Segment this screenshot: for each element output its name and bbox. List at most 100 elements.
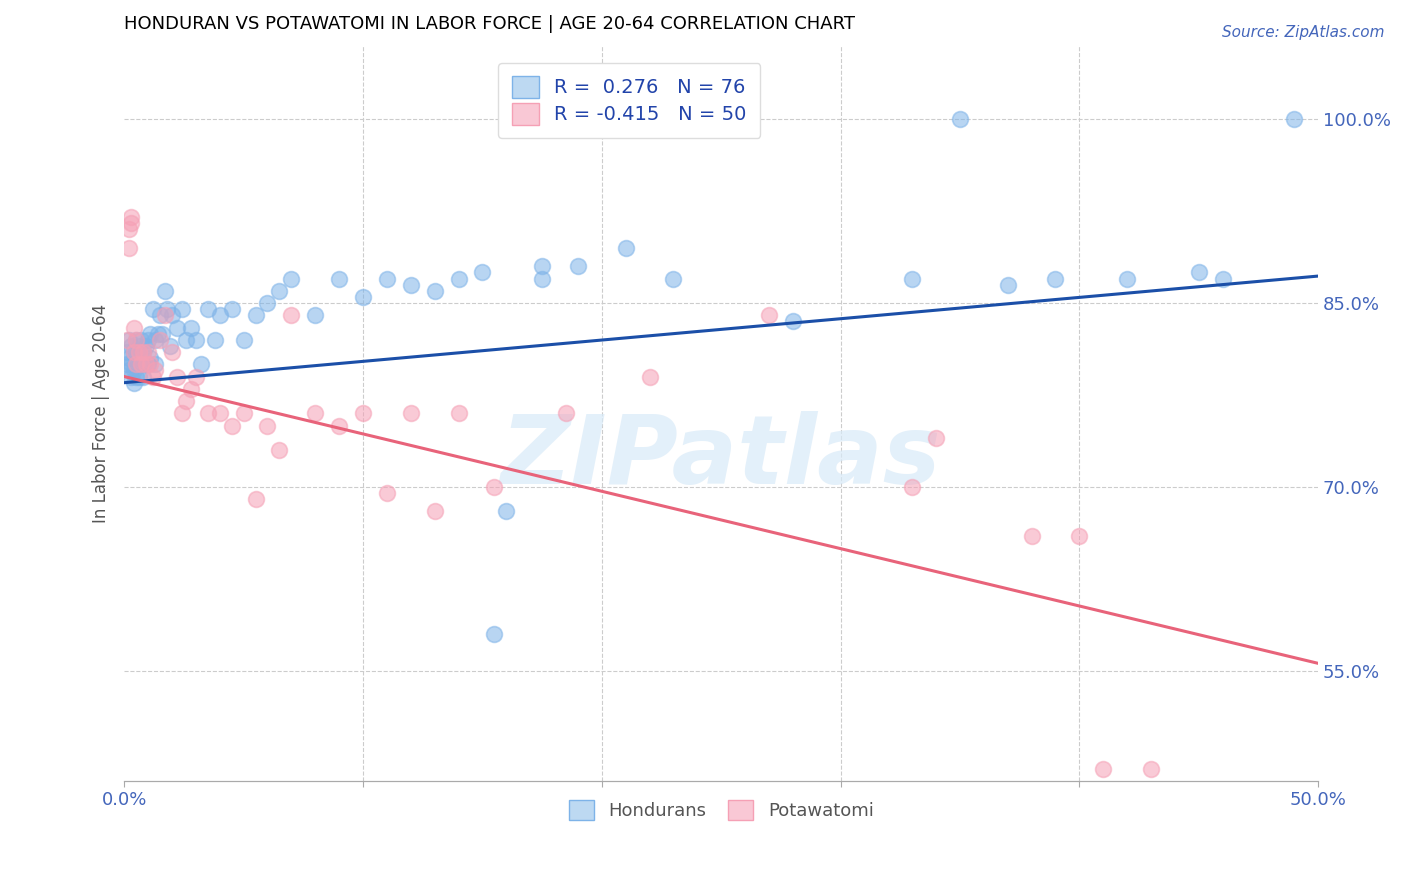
Point <box>118 241 141 255</box>
Point <box>142 369 165 384</box>
Point <box>1140 762 1163 776</box>
Point <box>256 296 278 310</box>
Point <box>269 284 291 298</box>
Point <box>375 271 398 285</box>
Point <box>152 326 174 341</box>
Point <box>256 418 278 433</box>
Point <box>120 369 142 384</box>
Point <box>159 339 181 353</box>
Point <box>122 376 145 390</box>
Point <box>567 260 589 274</box>
Point <box>949 112 972 127</box>
Point <box>901 271 924 285</box>
Point <box>221 418 243 433</box>
Point <box>531 260 554 274</box>
Point <box>122 320 145 334</box>
Point <box>166 320 188 334</box>
Point <box>662 271 685 285</box>
Point <box>495 504 517 518</box>
Point <box>304 308 326 322</box>
Point <box>1284 112 1306 127</box>
Point <box>555 406 578 420</box>
Point <box>352 290 374 304</box>
Point <box>328 418 350 433</box>
Point <box>120 216 142 230</box>
Point <box>170 302 193 317</box>
Point <box>1045 271 1067 285</box>
Point <box>136 345 159 359</box>
Point <box>115 357 138 371</box>
Point <box>143 357 166 371</box>
Point <box>280 271 302 285</box>
Point <box>184 369 207 384</box>
Point <box>180 382 202 396</box>
Point <box>149 333 172 347</box>
Point <box>153 284 176 298</box>
Point <box>447 271 470 285</box>
Point <box>197 406 219 420</box>
Point <box>142 302 165 317</box>
Point <box>153 308 176 322</box>
Point <box>782 314 804 328</box>
Point <box>136 333 159 347</box>
Point <box>176 333 198 347</box>
Point <box>997 277 1019 292</box>
Point <box>638 369 661 384</box>
Legend: Hondurans, Potawatomi: Hondurans, Potawatomi <box>561 793 882 827</box>
Point <box>118 363 141 377</box>
Point <box>115 333 138 347</box>
Point <box>143 333 166 347</box>
Point <box>170 406 193 420</box>
Point <box>484 480 506 494</box>
Point <box>232 333 254 347</box>
Point <box>245 492 267 507</box>
Point <box>399 277 422 292</box>
Point <box>304 406 326 420</box>
Point <box>122 345 145 359</box>
Point <box>125 333 148 347</box>
Point <box>180 320 202 334</box>
Point <box>197 302 219 317</box>
Point <box>120 211 142 225</box>
Point <box>139 357 162 371</box>
Text: ZIPatlas: ZIPatlas <box>501 411 942 504</box>
Point <box>122 363 145 377</box>
Point <box>160 345 183 359</box>
Point <box>129 357 152 371</box>
Point <box>118 222 141 236</box>
Text: HONDURAN VS POTAWATOMI IN LABOR FORCE | AGE 20-64 CORRELATION CHART: HONDURAN VS POTAWATOMI IN LABOR FORCE | … <box>124 15 855 33</box>
Point <box>129 333 152 347</box>
Point <box>128 339 150 353</box>
Point <box>156 302 179 317</box>
Point <box>120 357 142 371</box>
Point <box>208 406 231 420</box>
Point <box>132 369 155 384</box>
Point <box>1021 529 1043 543</box>
Point <box>245 308 267 322</box>
Point <box>135 357 157 371</box>
Point <box>115 345 138 359</box>
Point <box>1069 529 1091 543</box>
Point <box>136 357 159 371</box>
Point <box>614 241 637 255</box>
Point <box>125 369 148 384</box>
Point <box>135 357 157 371</box>
Point <box>758 308 780 322</box>
Point <box>160 308 183 322</box>
Point <box>531 271 554 285</box>
Point <box>149 308 172 322</box>
Point <box>484 627 506 641</box>
Point <box>204 333 226 347</box>
Point <box>1116 271 1139 285</box>
Point <box>184 333 207 347</box>
Text: Source: ZipAtlas.com: Source: ZipAtlas.com <box>1222 25 1385 40</box>
Point <box>1212 271 1234 285</box>
Point <box>399 406 422 420</box>
Point <box>232 406 254 420</box>
Point <box>328 271 350 285</box>
Point <box>269 443 291 458</box>
Point <box>471 265 494 279</box>
Point <box>280 308 302 322</box>
Point <box>221 302 243 317</box>
Point <box>118 333 141 347</box>
